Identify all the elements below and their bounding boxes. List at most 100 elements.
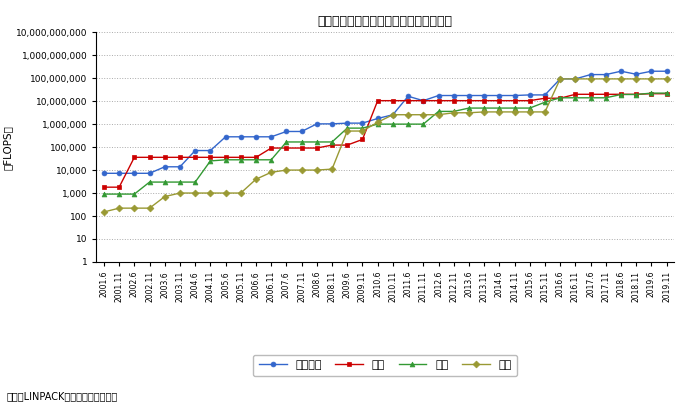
欧州 — [130, 192, 138, 197]
中国 — [267, 170, 275, 175]
中国 — [632, 77, 641, 81]
中国 — [160, 194, 169, 199]
日本 — [617, 92, 625, 97]
欧州 — [526, 106, 534, 110]
中国 — [434, 112, 442, 117]
Text: 資料）LINPACKより国土交通省作成: 資料）LINPACKより国土交通省作成 — [7, 391, 118, 401]
Title: スーパーコンピューターの最大処理能力: スーパーコンピューターの最大処理能力 — [318, 15, 453, 28]
欧州 — [434, 109, 442, 114]
日本 — [510, 98, 519, 103]
日本 — [495, 98, 504, 103]
中国 — [404, 112, 412, 117]
日本 — [252, 155, 260, 160]
欧州 — [556, 96, 564, 100]
日本 — [434, 98, 442, 103]
日本 — [328, 143, 336, 147]
日本 — [419, 98, 427, 103]
欧州 — [419, 122, 427, 127]
アメリカ — [602, 72, 610, 77]
欧州 — [632, 92, 641, 97]
中国 — [510, 110, 519, 114]
アメリカ — [145, 171, 153, 176]
日本 — [389, 98, 397, 103]
アメリカ — [556, 77, 564, 81]
日本 — [343, 143, 352, 147]
アメリカ — [160, 164, 169, 169]
欧州 — [160, 180, 169, 185]
アメリカ — [434, 93, 442, 98]
アメリカ — [343, 121, 352, 126]
Line: アメリカ: アメリカ — [102, 69, 669, 176]
Line: 欧州: 欧州 — [102, 91, 669, 197]
アメリカ — [237, 134, 245, 139]
欧州 — [115, 192, 123, 197]
中国 — [556, 77, 564, 81]
中国 — [663, 77, 671, 81]
中国 — [252, 177, 260, 182]
アメリカ — [571, 77, 579, 81]
欧州 — [191, 180, 200, 185]
Y-axis label: （FLOPS）: （FLOPS） — [3, 125, 13, 170]
中国 — [237, 191, 245, 195]
中国 — [297, 168, 305, 172]
アメリカ — [404, 94, 412, 99]
日本 — [130, 155, 138, 160]
中国 — [617, 77, 625, 81]
欧州 — [252, 158, 260, 162]
アメリカ — [358, 121, 367, 126]
アメリカ — [389, 112, 397, 117]
中国 — [328, 167, 336, 172]
アメリカ — [267, 134, 275, 139]
アメリカ — [374, 116, 382, 121]
中国 — [647, 77, 656, 81]
日本 — [586, 92, 594, 97]
日本 — [571, 92, 579, 97]
日本 — [237, 155, 245, 160]
アメリカ — [647, 69, 656, 74]
日本 — [663, 91, 671, 96]
欧州 — [206, 158, 215, 163]
欧州 — [297, 139, 305, 144]
欧州 — [100, 192, 108, 197]
日本 — [358, 137, 367, 142]
中国 — [389, 112, 397, 117]
日本 — [374, 98, 382, 103]
アメリカ — [206, 148, 215, 153]
アメリカ — [526, 93, 534, 98]
アメリカ — [176, 164, 184, 169]
アメリカ — [449, 93, 458, 98]
アメリカ — [419, 98, 427, 103]
欧州 — [222, 158, 230, 162]
欧州 — [663, 91, 671, 96]
中国 — [343, 129, 352, 133]
アメリカ — [328, 121, 336, 126]
中国 — [145, 206, 153, 210]
日本 — [145, 155, 153, 160]
日本 — [206, 155, 215, 160]
中国 — [541, 110, 549, 114]
中国 — [571, 77, 579, 81]
欧州 — [343, 126, 352, 131]
アメリカ — [130, 171, 138, 176]
中国 — [206, 191, 215, 195]
中国 — [602, 77, 610, 81]
アメリカ — [100, 171, 108, 176]
欧州 — [313, 139, 321, 144]
欧州 — [586, 96, 594, 100]
欧州 — [267, 158, 275, 162]
日本 — [100, 185, 108, 189]
日本 — [191, 155, 200, 160]
中国 — [495, 110, 504, 114]
日本 — [647, 91, 656, 96]
アメリカ — [465, 93, 473, 98]
欧州 — [449, 109, 458, 114]
アメリカ — [495, 93, 504, 98]
欧州 — [404, 122, 412, 127]
欧州 — [571, 96, 579, 100]
日本 — [160, 155, 169, 160]
欧州 — [495, 106, 504, 110]
中国 — [282, 168, 290, 172]
日本 — [526, 98, 534, 103]
欧州 — [541, 100, 549, 105]
アメリカ — [510, 93, 519, 98]
